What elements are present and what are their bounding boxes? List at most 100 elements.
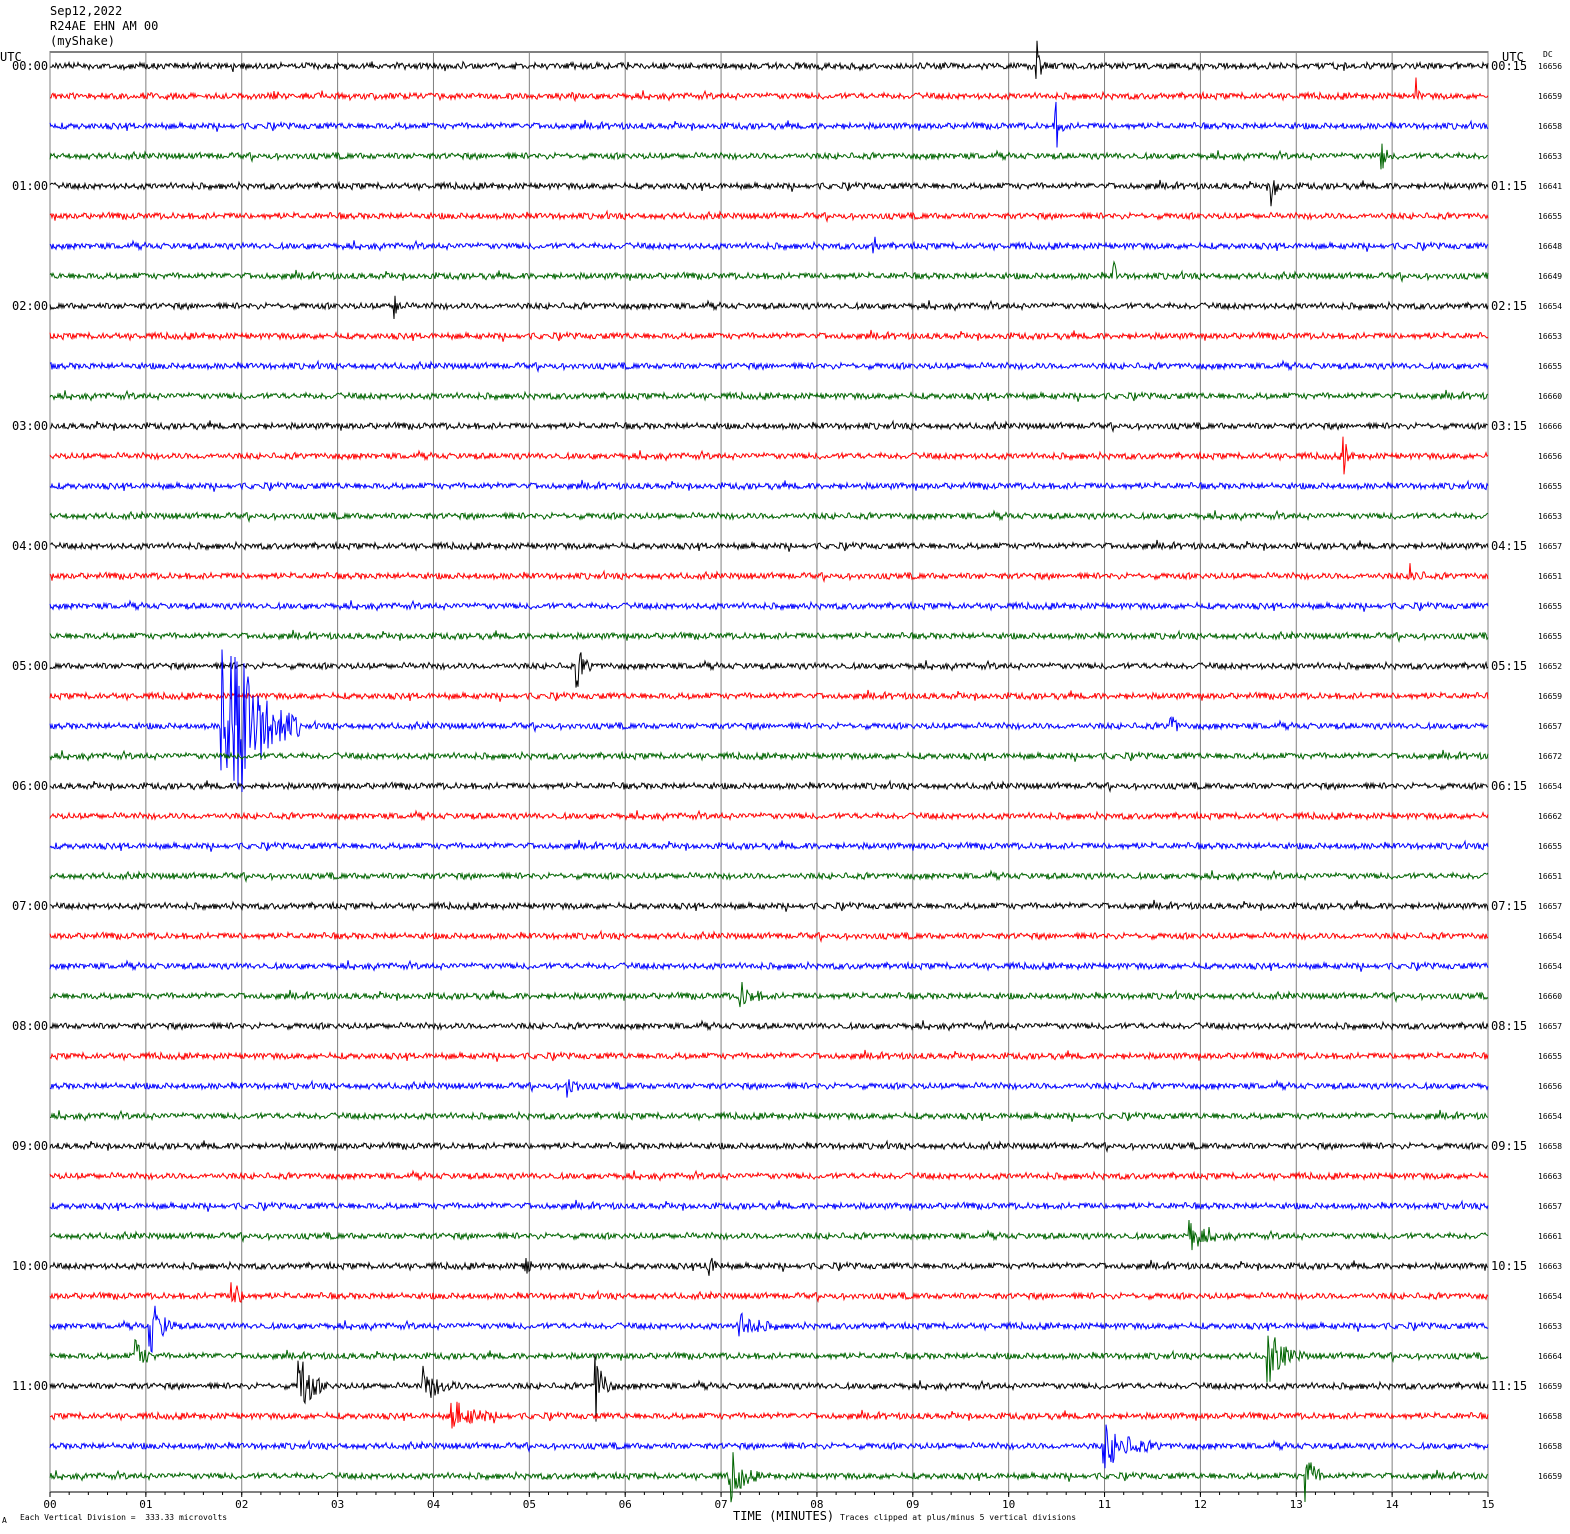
- dc-offset-label: 16666: [1538, 422, 1562, 431]
- dc-offset-label: 16660: [1538, 392, 1562, 401]
- dc-offset-label: 16654: [1538, 1292, 1562, 1301]
- trace-row: [49, 981, 1489, 1008]
- x-tick-label: 07: [714, 1498, 727, 1511]
- trace-row: [49, 839, 1489, 852]
- dc-offset-label: 16655: [1538, 212, 1562, 221]
- left-hour-label: 10:00: [12, 1259, 48, 1273]
- dc-offset-label: 16652: [1538, 662, 1562, 671]
- right-hour-label: 11:15: [1491, 1379, 1527, 1393]
- dc-offset-label: 16658: [1538, 1142, 1562, 1151]
- right-hour-label: 00:15: [1491, 59, 1527, 73]
- left-hour-label: 04:00: [12, 539, 48, 553]
- x-tick-label: 14: [1386, 1498, 1400, 1511]
- trace-row: [49, 179, 1489, 207]
- dc-offset-label: 16657: [1538, 722, 1562, 731]
- dc-offset-label: 16659: [1538, 1472, 1562, 1481]
- dc-offset-label: 16656: [1538, 452, 1562, 461]
- left-hour-label: 07:00: [12, 899, 48, 913]
- trace-row: [49, 779, 1489, 793]
- dc-offset-label: 16651: [1538, 572, 1562, 581]
- grid-lines: [49, 52, 1489, 1497]
- right-hour-label: 02:15: [1491, 299, 1527, 313]
- left-hour-label: 02:00: [12, 299, 48, 313]
- header-station: R24AE EHN AM 00: [50, 19, 159, 33]
- dc-offset-label: 16655: [1538, 842, 1562, 851]
- right-hour-label: 05:15: [1491, 659, 1527, 673]
- dc-offset-label: 16660: [1538, 992, 1562, 1001]
- trace-row: [49, 689, 1489, 702]
- trace-row: [49, 809, 1489, 822]
- clip-note: Traces clipped at plus/minus 5 vertical …: [840, 1513, 1077, 1522]
- plot-frame: [49, 51, 1489, 1493]
- trace-row: [49, 1452, 1489, 1503]
- trace-row: [49, 1079, 1489, 1098]
- right-hour-label: 03:15: [1491, 419, 1527, 433]
- x-tick-label: 11: [1098, 1498, 1111, 1511]
- header-network: (myShake): [50, 34, 116, 48]
- dc-offset-label: 16656: [1538, 62, 1562, 71]
- trace-row: [49, 1353, 1489, 1422]
- trace-row: [49, 959, 1489, 972]
- trace-row: [49, 295, 1489, 320]
- dc-offset-label: 16656: [1538, 1082, 1562, 1091]
- x-tick-label: 03: [331, 1498, 344, 1511]
- right-hour-label: 04:15: [1491, 539, 1527, 553]
- trace-row: [49, 479, 1489, 492]
- left-utc-label: UTC: [0, 50, 22, 64]
- right-hour-label: 06:15: [1491, 779, 1527, 793]
- x-tick-label: 15: [1481, 1498, 1494, 1511]
- dc-offset-label: 16655: [1538, 1052, 1562, 1061]
- left-hour-label: 09:00: [12, 1139, 48, 1153]
- trace-row: [49, 40, 1489, 79]
- label-layer: 00 01 02 03 04 05 06 07 08 09 10 11 12 13 14 15 16656 166…: [12, 59, 1562, 1511]
- trace-row: [49, 1401, 1489, 1429]
- dc-offset-label: 16659: [1538, 692, 1562, 701]
- trace-row: [49, 869, 1489, 883]
- dc-offset-label: 16658: [1538, 1412, 1562, 1421]
- x-tick-label: 13: [1290, 1498, 1303, 1511]
- dc-offset-label: 16657: [1538, 1202, 1562, 1211]
- trace-row: [49, 649, 1489, 793]
- header-date: Sep12,2022: [50, 4, 123, 18]
- dc-offset-label: 16654: [1538, 782, 1562, 791]
- trace-row: [49, 359, 1489, 373]
- dc-offset-label: 16653: [1538, 1322, 1562, 1331]
- right-utc-label: UTC: [1502, 50, 1524, 64]
- dc-offset-label: 16658: [1538, 1442, 1562, 1451]
- trace-row: [49, 389, 1489, 402]
- dc-offset-label: 16654: [1538, 1112, 1562, 1121]
- trace-layer: [49, 40, 1489, 1503]
- dc-label: DC: [1543, 50, 1553, 59]
- left-hour-label: 05:00: [12, 659, 48, 673]
- trace-row: [49, 143, 1488, 170]
- dc-offset-label: 16657: [1538, 1022, 1562, 1031]
- corner-mark: A: [2, 1516, 7, 1525]
- dc-offset-label: 16651: [1538, 872, 1562, 881]
- dc-offset-label: 16664: [1538, 1352, 1562, 1361]
- dc-offset-label: 16654: [1538, 302, 1562, 311]
- x-tick-label: 08: [810, 1498, 823, 1511]
- trace-row: [49, 236, 1489, 254]
- trace-row: [49, 101, 1489, 148]
- trace-row: [49, 509, 1489, 523]
- right-hour-label: 01:15: [1491, 179, 1527, 193]
- right-hour-label: 07:15: [1491, 899, 1527, 913]
- dc-offset-label: 16659: [1538, 92, 1562, 101]
- x-tick-label: 02: [235, 1498, 248, 1511]
- dc-offset-label: 16655: [1538, 602, 1562, 611]
- dc-offset-label: 16657: [1538, 902, 1562, 911]
- dc-offset-label: 16657: [1538, 542, 1562, 551]
- trace-row: [49, 329, 1489, 342]
- trace-row: [49, 419, 1489, 433]
- trace-row: [49, 1169, 1489, 1182]
- trace-row: [49, 260, 1489, 283]
- dc-offset-label: 16648: [1538, 242, 1562, 251]
- trace-row: [49, 1139, 1489, 1153]
- left-hour-label: 08:00: [12, 1019, 48, 1033]
- x-tick-label: 10: [1002, 1498, 1015, 1511]
- right-hour-label: 10:15: [1491, 1259, 1527, 1273]
- dc-offset-label: 16663: [1538, 1262, 1562, 1271]
- dc-offset-label: 16653: [1538, 152, 1562, 161]
- trace-row: [49, 749, 1489, 762]
